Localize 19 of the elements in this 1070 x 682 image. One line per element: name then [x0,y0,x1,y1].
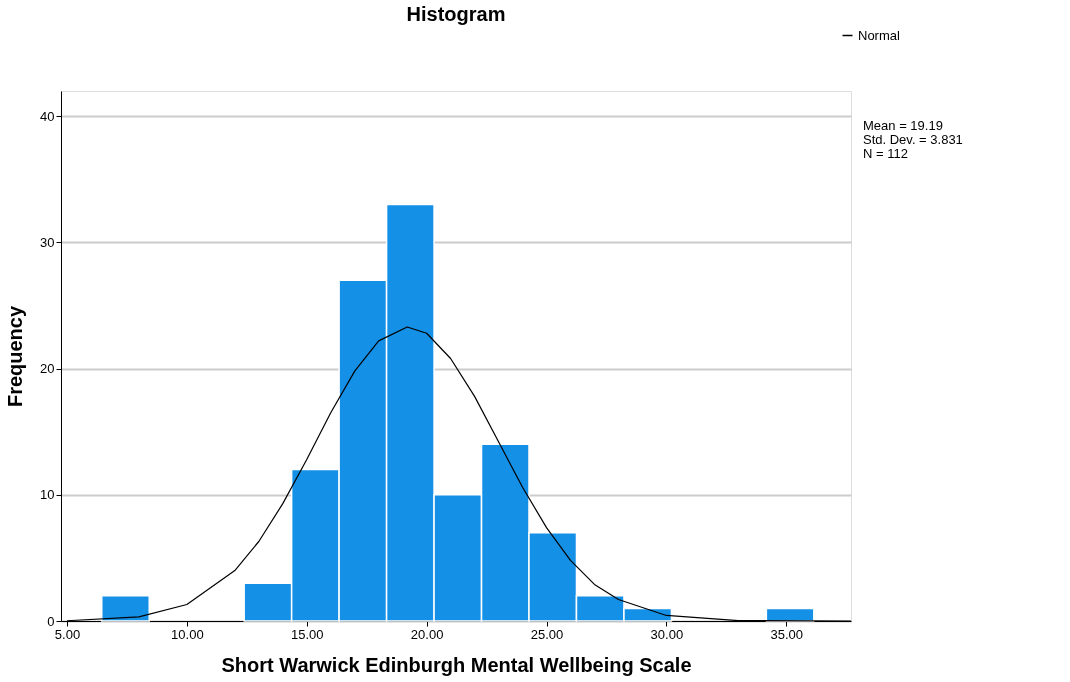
x-tick-label: 25.00 [530,626,564,642]
y-axis-title: Frequency [4,305,27,408]
x-tick-label: 15.00 [290,626,324,642]
y-tick-label: 40 [40,108,55,124]
legend-label: Normal [858,27,901,43]
x-tick-label: 30.00 [650,626,684,642]
y-tick-label: 10 [40,487,55,503]
x-tick-label: 10.00 [171,626,204,642]
y-tick-label: 30 [40,234,55,250]
text: Mean = 19.19 [863,118,943,134]
chart-title: Histogram [406,3,506,25]
y-tick-label: 0 [47,613,55,629]
text: N = 112 [863,146,908,162]
text: Std. Dev. = 3.831 [863,132,963,148]
x-tick-label: 20.00 [410,626,444,642]
x-tick-label: 5.00 [54,626,81,642]
x-tick-label: 35.00 [770,626,804,642]
x-axis-title: Short Warwick Edinburgh Mental Wellbeing Scale [221,653,692,676]
y-tick-label: 20 [40,361,55,377]
